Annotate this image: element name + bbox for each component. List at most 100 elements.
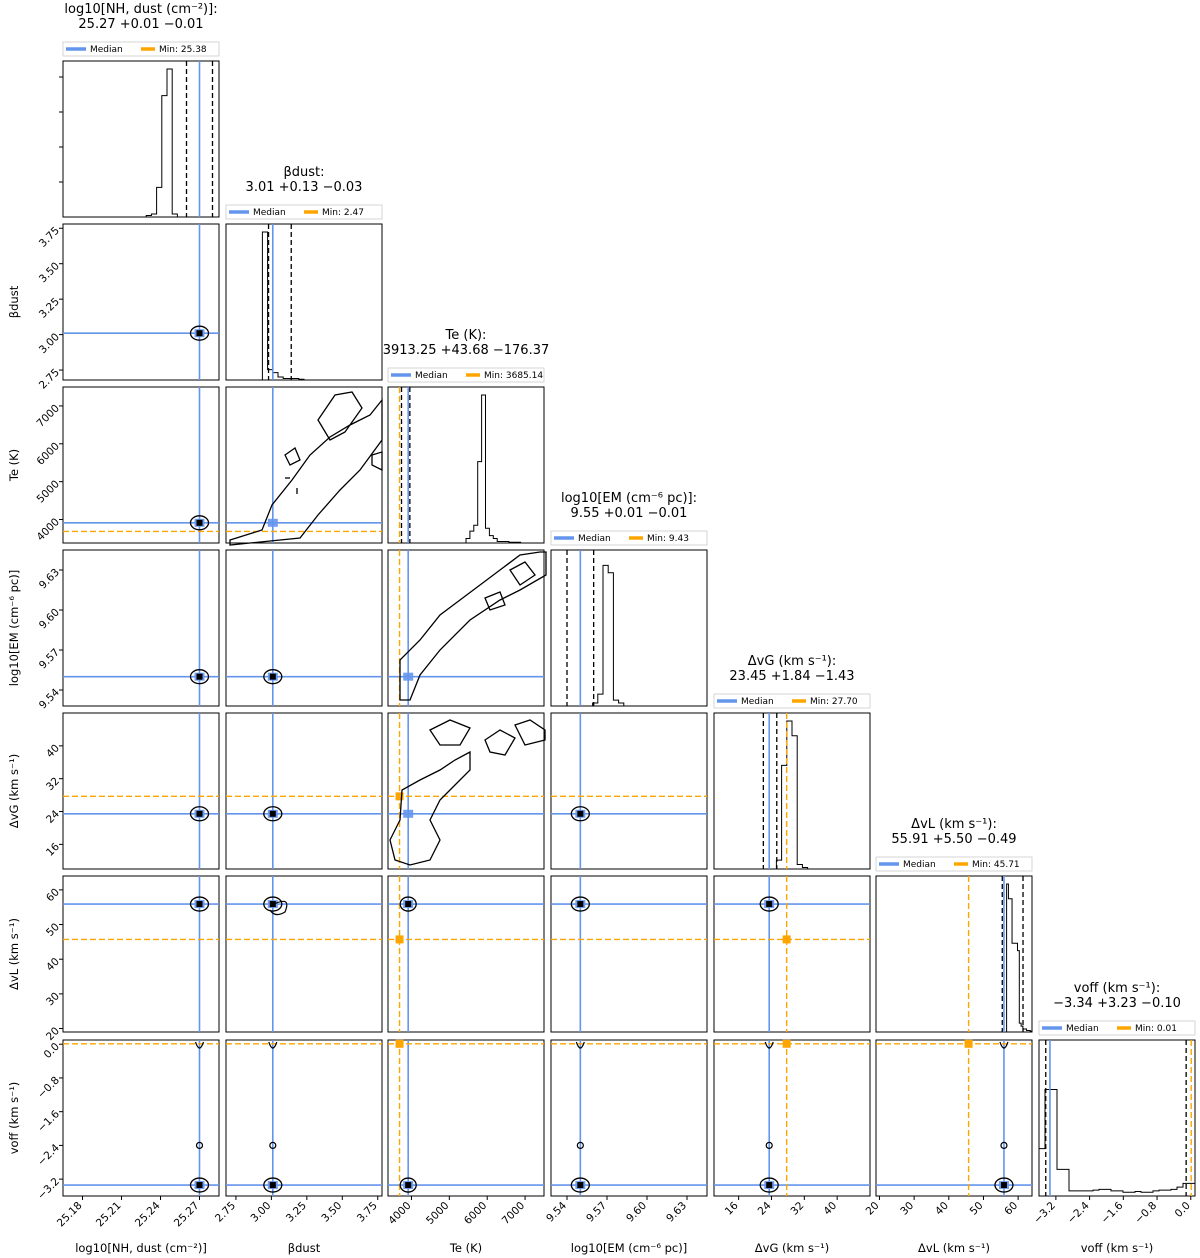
density-core xyxy=(196,330,203,337)
panel-frame xyxy=(225,223,383,381)
legend-min-value: 25.38 xyxy=(181,45,207,55)
panel-dvl-em xyxy=(550,875,708,1033)
density-core xyxy=(577,1182,584,1189)
y-tick-label: 30 xyxy=(44,990,62,1008)
panel-frame xyxy=(225,875,383,1033)
y-tick-label: −1.6 xyxy=(35,1108,62,1135)
param-summary: 55.91 +5.50 −0.49 xyxy=(891,832,1016,847)
x-axis-label: ΔvG (km s⁻¹) xyxy=(755,1241,829,1255)
markers xyxy=(714,1039,870,1196)
x-axis-label: log10[EM (cm⁻⁶ pc)] xyxy=(571,1241,687,1255)
contour-ring xyxy=(263,896,283,912)
density-core xyxy=(577,810,584,817)
panel-dvl-te xyxy=(387,875,545,1033)
y-tick-label: 2.75 xyxy=(37,367,62,392)
legend: Median Min: 9.43 xyxy=(550,530,708,546)
histogram-te xyxy=(388,394,544,544)
contour-islet xyxy=(195,1141,204,1150)
panel-frame xyxy=(713,875,871,1033)
x-tick-label: 2.75 xyxy=(213,1200,238,1225)
density-core xyxy=(196,901,203,908)
density-core xyxy=(269,1182,276,1189)
panel-voff-voff: −3.2 −2.4 −1.6 −0.8 0.0 xyxy=(1031,1039,1196,1226)
panel-voff-nh: 25.18 25.21 25.24 25.27 −3.2 −2.4 −1.6 −0.8 0.0 xyxy=(35,1039,220,1230)
contour-islet xyxy=(1000,1141,1008,1150)
panel-voff-te: 4000 5000 6000 7000 xyxy=(386,1039,545,1227)
contour xyxy=(399,1177,417,1193)
y-tick-label: 40 xyxy=(44,742,62,760)
y-axis-label: voff (km s⁻¹) xyxy=(7,1082,21,1155)
density-core xyxy=(196,1182,203,1189)
contour xyxy=(189,515,210,531)
contour xyxy=(570,1177,590,1193)
panel-beta-beta xyxy=(225,223,383,381)
x-tick-label: 30 xyxy=(898,1200,916,1218)
panel-frame xyxy=(225,1039,383,1197)
median-marker xyxy=(267,518,278,527)
x-tick-label: 25.27 xyxy=(172,1200,202,1230)
legend-min-value: 2.47 xyxy=(344,208,364,218)
x-tick-label: 9.57 xyxy=(584,1200,609,1225)
density-core xyxy=(196,519,203,526)
contour xyxy=(994,1177,1014,1193)
panel-dvg-nh: 16 24 32 40 xyxy=(44,712,220,870)
min-marker xyxy=(782,935,791,944)
panel-beta-nh: 2.75 3.00 3.25 3.50 3.75 xyxy=(37,223,220,392)
y-axis-label: log10[EM (cm⁻⁶ pc)] xyxy=(7,570,21,686)
panel-frame xyxy=(62,386,220,544)
contour-ring xyxy=(263,669,283,685)
x-tick-label: 6000 xyxy=(462,1200,489,1227)
panel-em-beta xyxy=(225,549,383,707)
legend-min-prefix: Min: xyxy=(159,45,181,55)
contour-ring xyxy=(570,1177,590,1193)
legend-min-prefix: Min: xyxy=(810,697,832,707)
panel-te-beta xyxy=(225,386,383,546)
density-core xyxy=(766,901,773,908)
y-tick-label: 3.00 xyxy=(37,331,62,356)
x-tick-label: 40 xyxy=(821,1200,839,1218)
panel-frame xyxy=(225,712,383,870)
panel-frame xyxy=(62,875,220,1033)
x-tick-label: 25.24 xyxy=(133,1199,163,1229)
panel-frame xyxy=(875,1039,1033,1197)
contour xyxy=(263,806,283,822)
x-axis-label: Te (K) xyxy=(449,1241,482,1255)
panel-frame xyxy=(225,386,383,544)
density-core xyxy=(269,901,276,908)
histogram-dvl xyxy=(876,883,1033,1033)
panel-frame xyxy=(62,223,220,381)
legend-median-label: Median xyxy=(253,208,286,218)
min-marker xyxy=(395,792,404,801)
contour-island xyxy=(509,561,536,586)
panel-frame xyxy=(713,1039,871,1197)
contour-ring xyxy=(189,515,210,531)
legend-median-label: Median xyxy=(415,371,448,381)
panel-frame xyxy=(387,386,545,544)
x-tick-label: 20 xyxy=(864,1200,882,1218)
contour-island xyxy=(514,719,546,746)
x-tick-label: 16 xyxy=(723,1199,741,1217)
x-tick-label: 25.21 xyxy=(94,1200,124,1230)
histogram-beta xyxy=(226,231,382,381)
contour xyxy=(263,1177,283,1193)
x-tick-label: −2.4 xyxy=(1065,1199,1092,1226)
x-tick-label: 9.54 xyxy=(544,1199,569,1224)
param-summary: 23.45 +1.84 −1.43 xyxy=(729,669,854,684)
param-title: βdust: xyxy=(283,165,324,180)
param-title: log10[NH, dust (cm⁻²)]: xyxy=(64,2,217,17)
panel-dvl-dvg xyxy=(713,875,871,1033)
panel-frame xyxy=(550,1039,708,1197)
markers xyxy=(226,387,382,543)
contour-edge xyxy=(194,1041,205,1049)
panel-frame xyxy=(62,1039,220,1197)
contour-island xyxy=(429,719,471,746)
legend-median-label: Median xyxy=(903,860,936,870)
legend-min-label: Min: 2.47 xyxy=(322,208,364,218)
legend-min-value: 0.01 xyxy=(1157,1024,1177,1034)
x-axis-label: voff (km s⁻¹) xyxy=(1081,1241,1154,1255)
contour-ring xyxy=(189,806,210,822)
panel-frame xyxy=(550,712,708,870)
contour-island xyxy=(284,447,301,466)
param-title: ΔvG (km s⁻¹): xyxy=(748,654,837,669)
